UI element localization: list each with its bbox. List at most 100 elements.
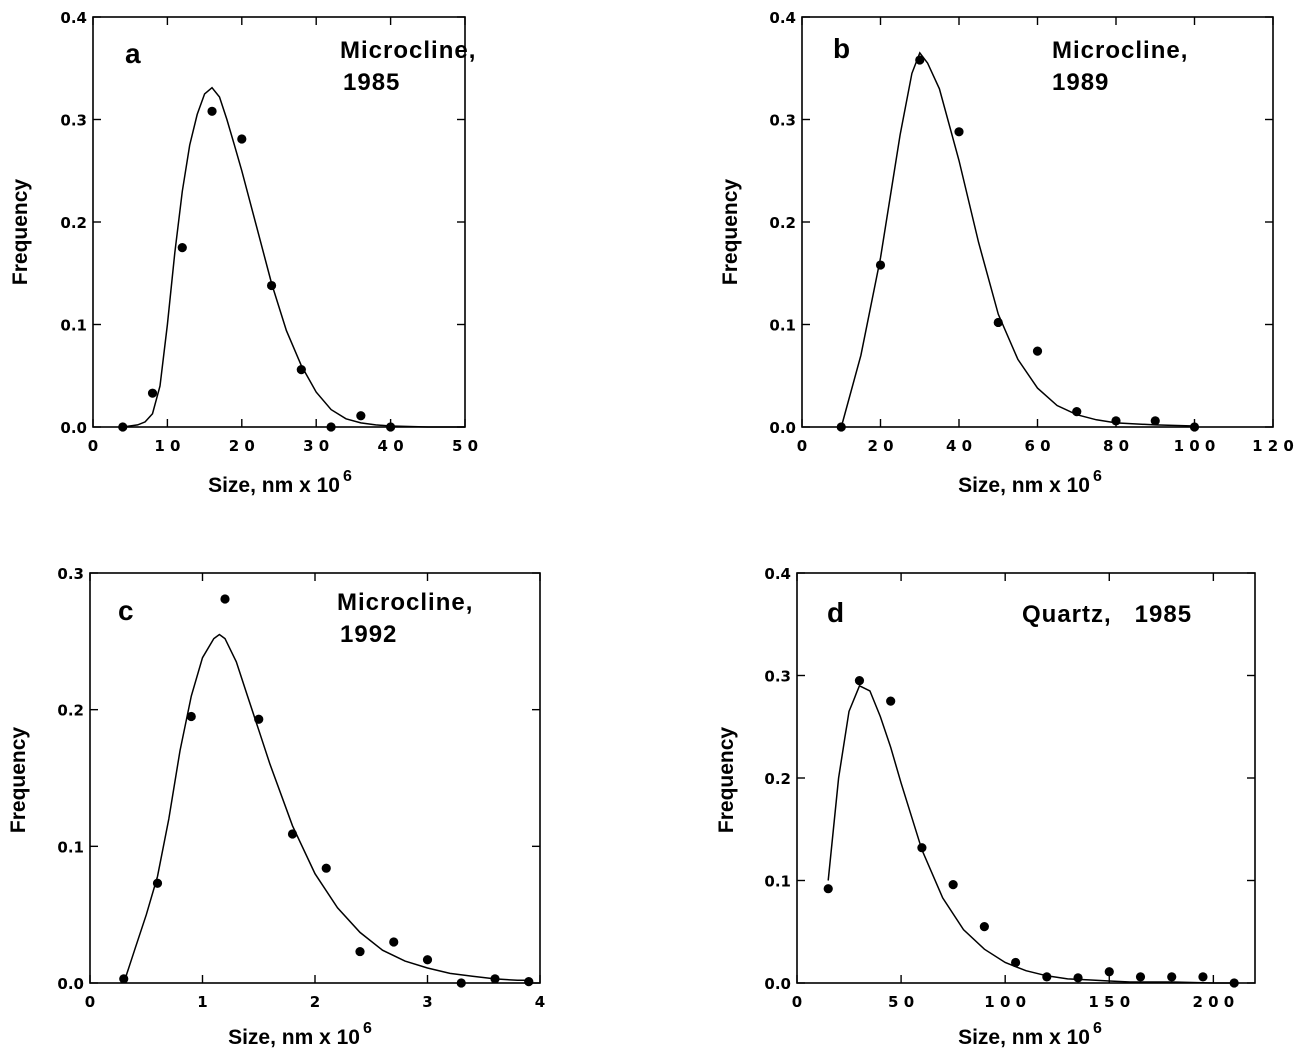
data-point [1150, 416, 1160, 426]
panel-annotation: 1989 [1052, 69, 1109, 96]
data-point [948, 880, 958, 890]
x-tick-label: 8 0 [1103, 437, 1129, 455]
fit-curve [827, 684, 1235, 984]
y-tick-label: 0.1 [764, 873, 791, 891]
data-point [119, 974, 129, 984]
data-point [1042, 972, 1052, 982]
panel-b: 0 2 0 4 0 6 0 8 0 1 0 0 1 2 0 0.0 0.1 0.2 0.3 0.4 Si… [719, 9, 1294, 497]
y-axis-title: Frequency [715, 727, 738, 834]
data-point [1072, 407, 1082, 417]
x-tick-label: 1 0 0 [1174, 437, 1216, 455]
x-tick-label: 5 0 [888, 993, 914, 1011]
panel-d: 0 5 0 1 0 0 1 5 0 2 0 0 0.0 0.1 0.2 0.3 0.4 Size, … [715, 565, 1256, 1049]
x-tick-label: 6 0 [1024, 437, 1050, 455]
x-axis-title: Size, nm x 10 6 [958, 1020, 1102, 1049]
data-point [422, 955, 433, 965]
x-tick-label: 1 2 0 [1252, 437, 1294, 455]
panel-annotation: Quartz, 1985 [1022, 601, 1192, 628]
data-point [321, 863, 331, 873]
y-tick-label: 0.2 [769, 214, 796, 232]
data-point [1135, 972, 1146, 982]
data-point [1104, 967, 1114, 977]
y-tick-label: 0.2 [60, 214, 87, 232]
plot-frame [796, 572, 1256, 984]
x-tick-label: 2 0 [867, 437, 893, 455]
y-tick-label: 0.3 [57, 565, 84, 583]
panel-letter: d [827, 597, 844, 628]
data-point [220, 594, 230, 604]
plot-frame [801, 16, 1274, 428]
x-tick-label: 0 [792, 993, 802, 1011]
data-point [954, 127, 964, 137]
x-tick-label: 0 [85, 993, 95, 1011]
x-tick-label: 4 0 [378, 437, 404, 455]
x-tick-label: 4 0 [946, 437, 972, 455]
y-tick-label: 0.4 [764, 565, 791, 583]
panel-letter: c [118, 595, 134, 626]
x-axis-title: Size, nm x 10 6 [958, 468, 1102, 497]
data-point [287, 829, 298, 839]
x-tick-label: 1 0 [154, 437, 180, 455]
fit-curve [840, 51, 1195, 428]
y-axis-title: Frequency [7, 727, 30, 834]
x-tick-label: 5 0 [452, 437, 478, 455]
y-tick-label: 0.3 [764, 668, 791, 686]
y-tick-label: 0.1 [769, 317, 796, 335]
x-tick-label: 2 0 [229, 437, 255, 455]
y-tick-label: 0.4 [60, 9, 87, 27]
data-point [1032, 346, 1043, 356]
data-point [355, 946, 365, 957]
plot-frame [89, 572, 541, 984]
y-tick-label: 0.1 [57, 838, 84, 856]
data-point [389, 937, 399, 947]
data-point [875, 260, 886, 270]
panel-annotation: 1985 [343, 69, 400, 96]
panel-annotation: Microcline, [340, 37, 476, 64]
data-point [186, 711, 196, 722]
y-tick-label: 0.0 [769, 419, 796, 437]
data-point [886, 696, 896, 706]
x-tick-label: 2 0 0 [1192, 993, 1234, 1011]
data-point [1111, 416, 1121, 426]
data-point [854, 676, 865, 686]
y-axis-title: Frequency [719, 179, 742, 286]
panel-a: 0 1 0 2 0 3 0 4 0 5 0 0.0 0.1 0.2 0.3 0.4 Size, nm … [9, 9, 478, 497]
y-tick-label: 0.0 [57, 975, 84, 993]
y-tick-label: 0.1 [60, 317, 87, 335]
panel-letter: b [833, 33, 850, 64]
y-axis-title: Frequency [9, 179, 32, 286]
data-point [254, 714, 264, 724]
data-point [296, 365, 306, 375]
data-point [326, 422, 336, 432]
data-point [1010, 957, 1021, 968]
data-point [147, 388, 158, 398]
x-tick-label: 3 [422, 993, 432, 1011]
fit-curve [122, 86, 465, 428]
data-point [152, 878, 163, 888]
x-tick-label: 3 0 [303, 437, 329, 455]
data-point [207, 106, 217, 116]
data-point [177, 243, 187, 253]
plot-frame [92, 16, 466, 428]
y-tick-label: 0.2 [764, 770, 791, 788]
data-point [1073, 973, 1083, 983]
data-point [356, 411, 366, 421]
data-point [386, 422, 396, 432]
panel-c: 0 1 2 3 4 0.0 0.1 0.2 0.3 Size, nm x 10 6 Frequency… [7, 565, 545, 1049]
y-tick-label: 0.4 [769, 9, 796, 27]
data-point [979, 922, 989, 932]
data-point [1229, 978, 1239, 988]
y-tick-label: 0.2 [57, 702, 84, 720]
panel-annotation: Microcline, [337, 589, 473, 616]
x-tick-label: 4 [535, 993, 545, 1011]
x-tick-label: 1 [197, 993, 207, 1011]
data-point [237, 134, 247, 144]
y-tick-label: 0.3 [769, 112, 796, 130]
data-point [1167, 972, 1177, 982]
fit-curve [123, 633, 529, 984]
y-tick-label: 0.0 [764, 975, 791, 993]
data-point [836, 422, 846, 432]
data-point [490, 974, 500, 984]
data-point [823, 884, 833, 894]
